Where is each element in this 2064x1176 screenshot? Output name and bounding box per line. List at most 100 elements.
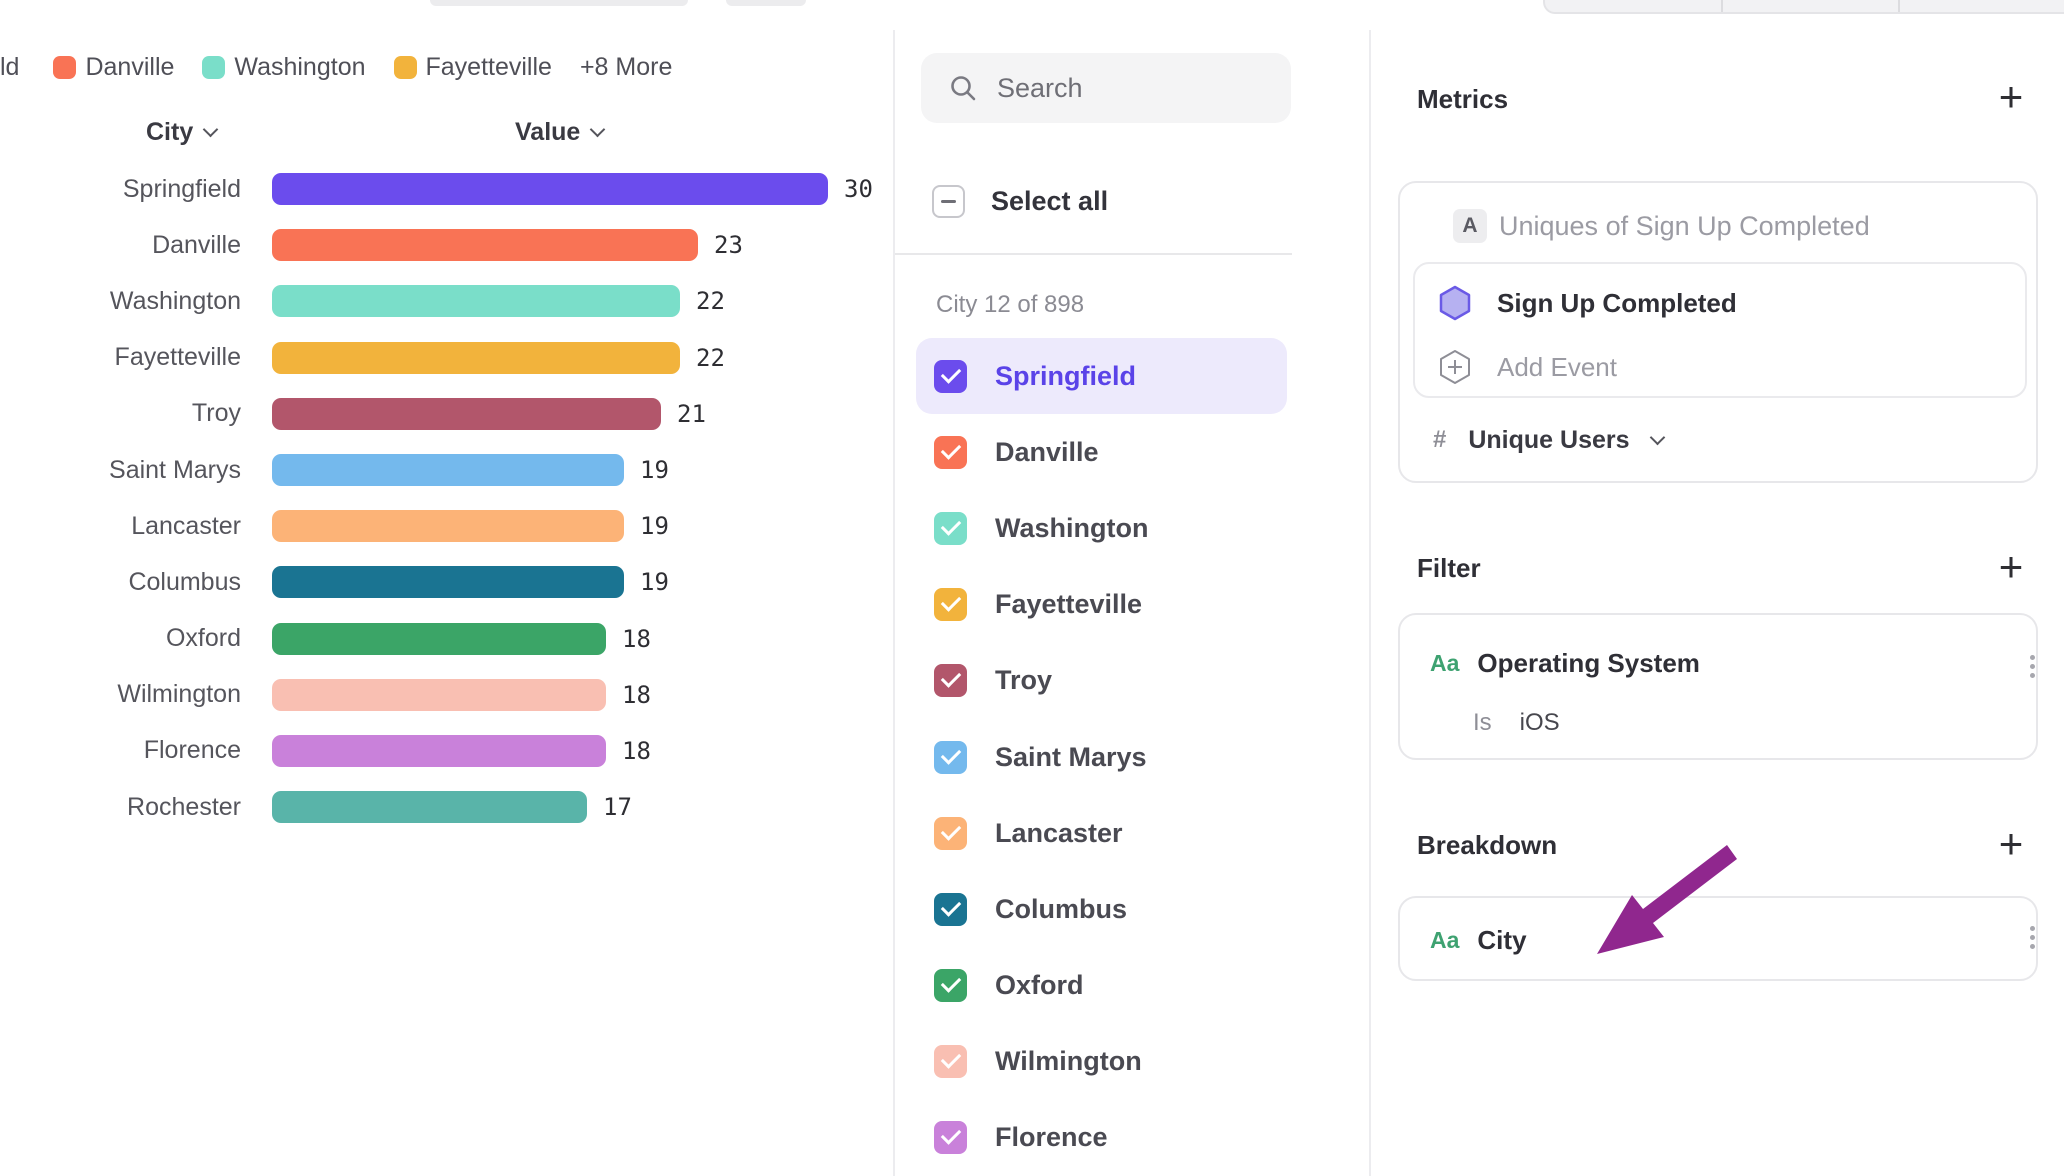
bar[interactable] <box>272 622 606 655</box>
legend-item-truncated[interactable]: ld <box>0 52 20 81</box>
bar-value-label: 22 <box>696 287 725 316</box>
bar-category-label: Troy <box>191 399 241 428</box>
city-label: Wilmington <box>995 1046 1142 1077</box>
city-checkbox[interactable] <box>934 1045 967 1079</box>
event-row[interactable]: Sign Up Completed <box>1439 280 1737 326</box>
add-event-button[interactable]: Add Event <box>1439 344 1617 390</box>
bar[interactable] <box>272 510 624 543</box>
chart-row: Lancaster 19 <box>0 498 893 554</box>
add-breakdown-button[interactable]: + <box>1998 820 2024 867</box>
number-type-icon: # <box>1433 426 1447 453</box>
panel-divider <box>893 30 895 1176</box>
city-checkbox[interactable] <box>934 892 967 926</box>
add-event-label: Add Event <box>1497 351 1617 382</box>
bar-category-label: Columbus <box>128 567 241 596</box>
city-list-item[interactable]: Columbus <box>916 871 1287 947</box>
city-list-item[interactable]: Oxford <box>916 948 1287 1024</box>
chart-row: Washington 22 <box>0 273 893 329</box>
city-label: Columbus <box>995 893 1127 924</box>
segment-divider <box>1721 0 1723 12</box>
chart-row: Columbus 19 <box>0 554 893 610</box>
city-checkbox[interactable] <box>934 588 967 622</box>
breakdown-property-row[interactable]: Aa City <box>1430 920 1527 960</box>
city-checkbox[interactable] <box>934 969 967 1003</box>
breakdown-section-title: Breakdown <box>1417 830 1558 860</box>
bar[interactable] <box>272 285 680 318</box>
metrics-section-title: Metrics <box>1417 84 1509 114</box>
chart-row: Wilmington 18 <box>0 667 893 723</box>
bar[interactable] <box>272 734 606 767</box>
bar[interactable] <box>272 678 606 711</box>
city-checkbox[interactable] <box>934 359 967 393</box>
city-list-item[interactable]: Troy <box>916 643 1287 719</box>
city-checkbox[interactable] <box>934 511 967 545</box>
breakdown-overflow-menu[interactable] <box>2028 922 2036 953</box>
chart-row: Saint Marys 19 <box>0 442 893 498</box>
bar-category-label: Washington <box>109 286 241 315</box>
result-count-label: City 12 of 898 <box>936 291 1085 318</box>
legend-swatch <box>202 55 226 79</box>
bar[interactable] <box>272 397 661 430</box>
chart-row: Oxford 18 <box>0 611 893 667</box>
legend-swatch <box>53 55 77 79</box>
city-list-item[interactable]: Fayetteville <box>916 567 1287 643</box>
event-card: Sign Up Completed Add Event <box>1413 262 2027 398</box>
filter-overflow-menu[interactable] <box>2028 651 2036 682</box>
bar-value-label: 21 <box>677 399 706 428</box>
add-event-hexagon-icon <box>1440 350 1470 384</box>
add-metric-button[interactable]: + <box>1998 73 2024 120</box>
sort-by-value[interactable]: Value <box>515 118 606 147</box>
breakdown-values-panel: Search Select all City 12 of 898 Springf… <box>895 0 1369 1176</box>
legend-swatch <box>393 55 417 79</box>
city-checkbox[interactable] <box>934 664 967 698</box>
bar-category-label: Fayetteville <box>114 343 241 372</box>
legend-more-link[interactable]: +8 More <box>579 52 673 81</box>
city-label: Springfield <box>995 360 1136 391</box>
panel-divider <box>1369 30 1371 1176</box>
select-all-checkbox[interactable] <box>932 184 965 218</box>
bar[interactable] <box>272 454 624 487</box>
city-label: Saint Marys <box>995 741 1147 772</box>
city-list-item[interactable]: Danville <box>916 414 1287 490</box>
bar[interactable] <box>272 791 587 824</box>
bar[interactable] <box>272 341 680 374</box>
divider <box>895 253 1292 255</box>
city-list-item[interactable]: Wilmington <box>916 1024 1287 1100</box>
aggregation-dropdown[interactable]: # Unique Users <box>1433 421 1665 459</box>
city-list-item[interactable]: Lancaster <box>916 795 1287 871</box>
city-label: Florence <box>995 1122 1108 1153</box>
filter-section-title: Filter <box>1417 553 1481 583</box>
city-list-item[interactable]: Washington <box>916 490 1287 566</box>
legend-item[interactable]: Danville <box>53 53 174 82</box>
city-list-item[interactable]: Springfield <box>916 338 1287 415</box>
select-all-control[interactable]: Select all <box>932 183 1108 219</box>
city-checkbox[interactable] <box>934 816 967 850</box>
city-list-item[interactable]: Florence <box>916 1100 1287 1176</box>
search-input[interactable]: Search <box>921 53 1291 123</box>
legend-item[interactable]: Fayetteville <box>393 53 552 82</box>
city-list-item[interactable]: Saint Marys <box>916 719 1287 795</box>
bar-value-label: 19 <box>640 512 669 541</box>
sort-by-city[interactable]: City <box>146 118 219 147</box>
bar[interactable] <box>272 229 698 262</box>
bar-category-label: Wilmington <box>117 680 241 709</box>
city-label: Lancaster <box>995 817 1123 848</box>
city-checkbox[interactable] <box>934 435 967 469</box>
bar-category-label: Lancaster <box>131 511 241 540</box>
filter-value-label: iOS <box>1519 709 1560 736</box>
filter-card: Aa Operating System Is iOS <box>1398 613 2038 760</box>
city-checkbox[interactable] <box>934 1121 967 1155</box>
add-filter-button[interactable]: + <box>1998 543 2024 590</box>
bar-value-label: 18 <box>622 624 651 653</box>
bar[interactable] <box>272 566 624 599</box>
filter-operator-row[interactable]: Is iOS <box>1473 706 1560 740</box>
bar-value-label: 19 <box>640 568 669 597</box>
city-label: Danville <box>995 436 1099 467</box>
bar[interactable] <box>272 173 828 206</box>
top-segmented-control[interactable] <box>1543 0 2064 14</box>
city-label: Fayetteville <box>995 589 1143 620</box>
filter-property-label: Operating System <box>1477 647 1700 678</box>
filter-property-row[interactable]: Aa Operating System <box>1430 643 1700 683</box>
legend-item[interactable]: Washington <box>202 53 366 82</box>
city-checkbox[interactable] <box>934 740 967 774</box>
